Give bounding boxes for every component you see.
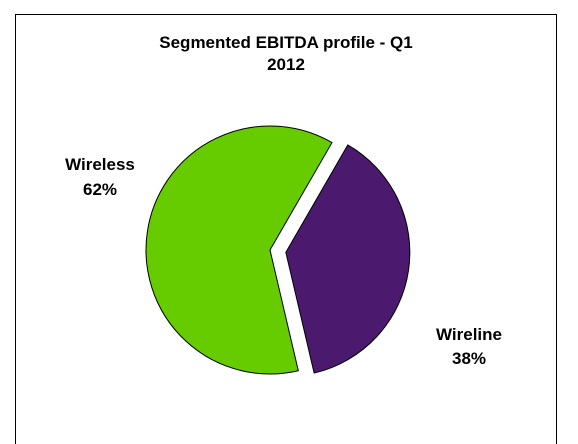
chart-title: Segmented EBITDA profile - Q1 2012 <box>15 32 557 76</box>
chart-title-line-1: Segmented EBITDA profile - Q1 <box>159 33 413 52</box>
pie-slice-wireline <box>285 144 411 374</box>
pie-slice-wireless <box>145 125 333 375</box>
slice-label-wireless: Wireless <box>65 155 135 174</box>
chart-title-line-2: 2012 <box>267 55 305 74</box>
slice-label-wireline: Wireline <box>436 325 502 344</box>
slice-value-wireline: 38% <box>452 349 486 368</box>
slice-value-wireless: 62% <box>83 180 117 199</box>
